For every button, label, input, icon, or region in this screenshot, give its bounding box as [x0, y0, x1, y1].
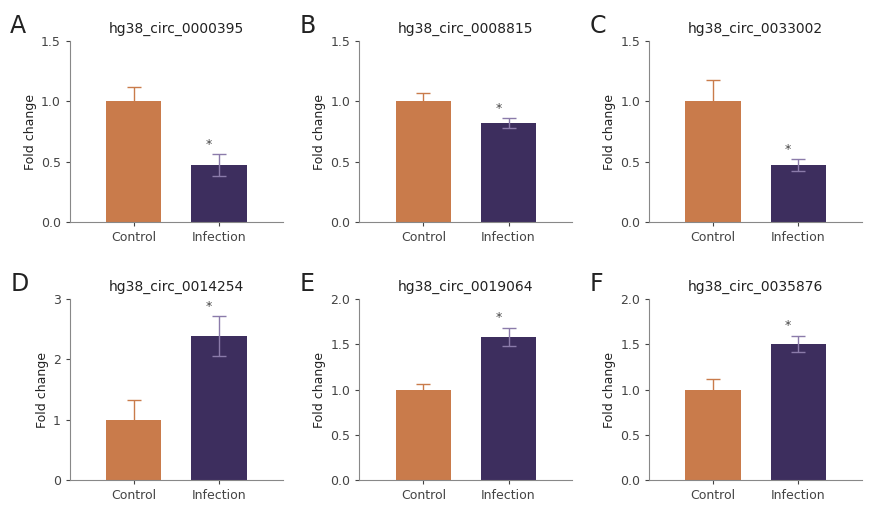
Bar: [685, 101, 741, 222]
Y-axis label: Fold change: Fold change: [314, 93, 326, 170]
Title: hg38_circ_0014254: hg38_circ_0014254: [109, 280, 244, 294]
Text: E: E: [300, 272, 314, 296]
Title: hg38_circ_0035876: hg38_circ_0035876: [688, 280, 823, 294]
Bar: [106, 101, 161, 222]
Bar: [191, 165, 246, 222]
Text: C: C: [590, 14, 606, 38]
Bar: [771, 344, 826, 480]
Bar: [396, 390, 451, 480]
Text: *: *: [495, 102, 501, 115]
Bar: [685, 390, 741, 480]
Text: D: D: [11, 272, 28, 296]
Y-axis label: Fold change: Fold change: [603, 93, 616, 170]
Title: hg38_circ_0033002: hg38_circ_0033002: [688, 22, 823, 36]
Y-axis label: Fold change: Fold change: [24, 93, 37, 170]
Text: F: F: [590, 272, 604, 296]
Y-axis label: Fold change: Fold change: [36, 351, 48, 428]
Bar: [191, 336, 246, 480]
Title: hg38_circ_0008815: hg38_circ_0008815: [399, 22, 533, 36]
Bar: [396, 101, 451, 222]
Bar: [481, 123, 536, 222]
Text: *: *: [785, 143, 791, 156]
Bar: [106, 420, 161, 480]
Text: A: A: [11, 14, 26, 38]
Text: *: *: [206, 300, 212, 313]
Bar: [481, 337, 536, 480]
Y-axis label: Fold change: Fold change: [603, 351, 616, 428]
Bar: [771, 165, 826, 222]
Text: B: B: [300, 14, 316, 38]
Y-axis label: Fold change: Fold change: [314, 351, 326, 428]
Text: *: *: [495, 311, 501, 325]
Text: *: *: [206, 138, 212, 151]
Text: *: *: [785, 319, 791, 332]
Title: hg38_circ_0000395: hg38_circ_0000395: [109, 22, 244, 36]
Title: hg38_circ_0019064: hg38_circ_0019064: [399, 280, 533, 294]
